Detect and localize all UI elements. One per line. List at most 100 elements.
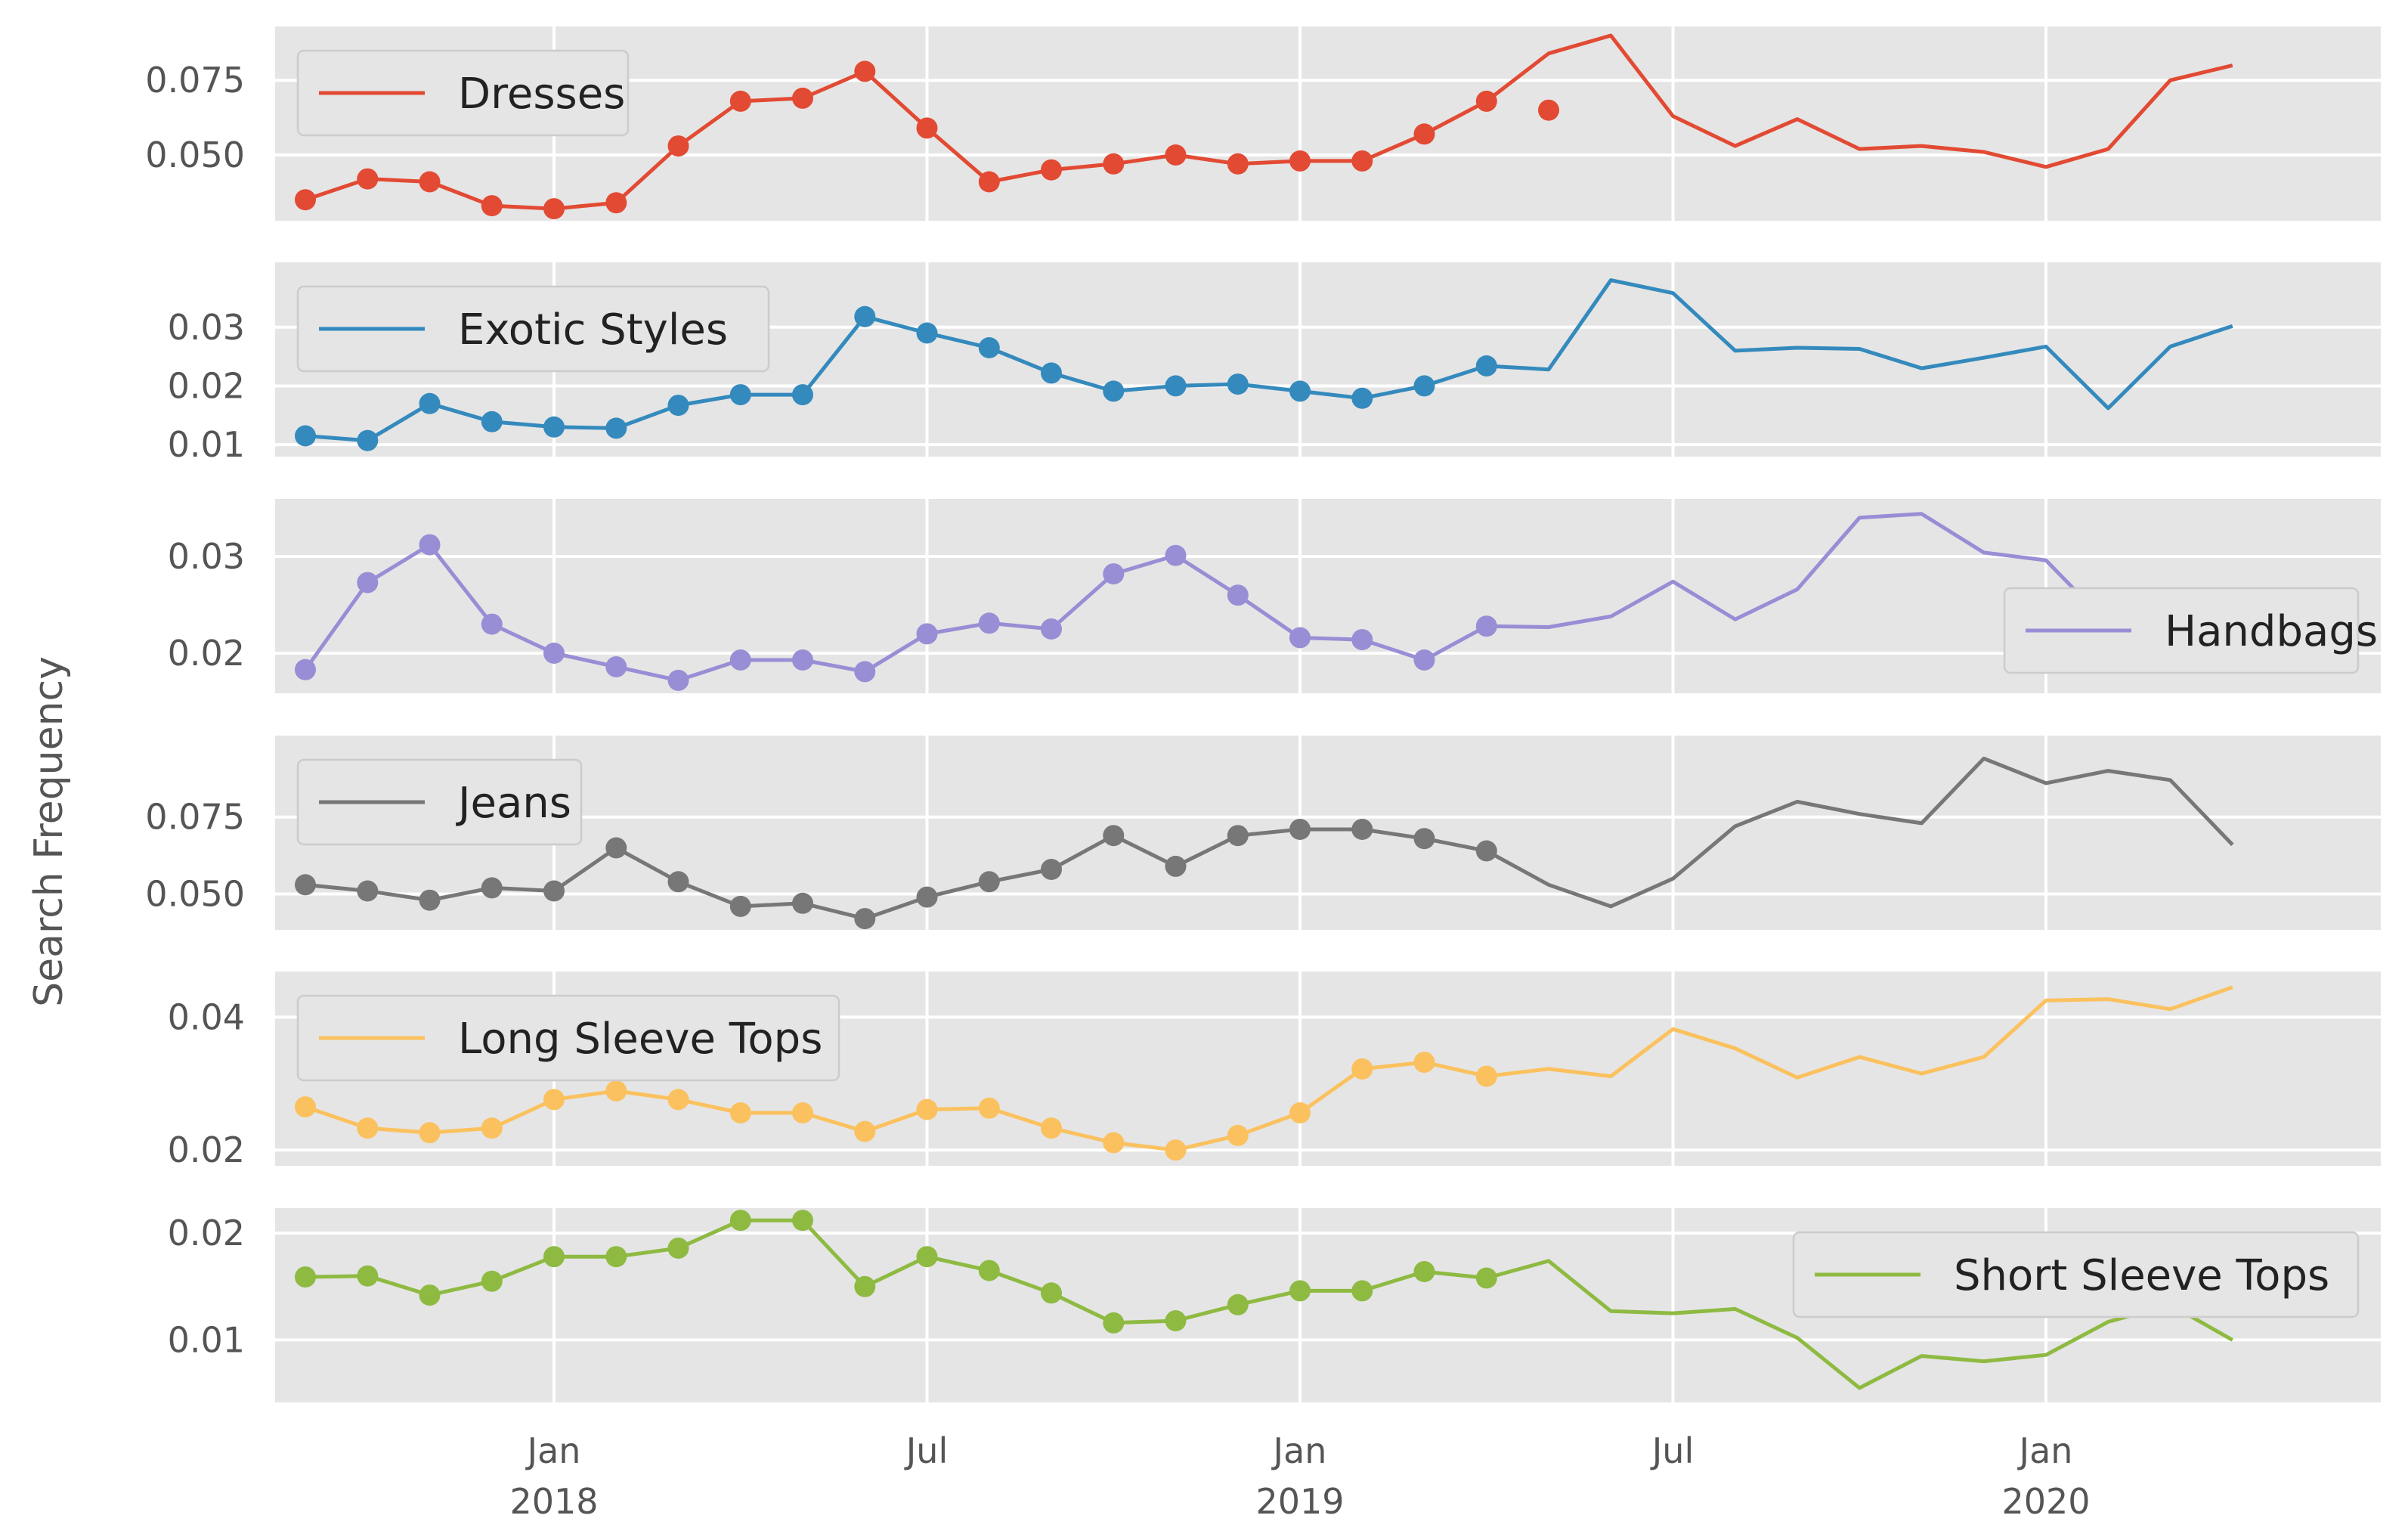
data-point [854,661,876,683]
x-tick-label: Jan [1271,1430,1327,1471]
data-point [1289,1280,1311,1302]
data-point [605,417,627,439]
y-tick-label: 0.02 [168,1129,245,1170]
legend-label: Dresses [458,70,625,119]
data-point [1351,387,1373,409]
x-axis: Jan 2018 Jul Jan 2019 Jul Jan 2020 [509,1430,2090,1522]
data-point [978,171,1000,193]
data-point [729,90,751,112]
data-point [916,1246,938,1268]
series-line-jeans [305,756,2234,921]
data-point [481,411,503,432]
data-point [854,1275,876,1297]
data-point [1475,90,1497,112]
data-point [1103,563,1125,585]
y-tick-label: 0.03 [168,307,245,348]
data-point [792,1210,813,1232]
data-point [605,837,627,859]
data-point [1165,1310,1187,1331]
data-point [1103,825,1125,847]
data-point [295,874,316,896]
data-point [295,1096,316,1118]
markers-handbags [295,534,1497,691]
data-point [667,135,689,157]
data-point [295,425,316,447]
data-point [1289,1102,1311,1123]
legend-label: Exotic Styles [458,305,728,355]
markers-long-sleeve-tops [295,1052,1497,1161]
data-point [481,1270,503,1292]
data-point [357,572,379,593]
data-point [481,1117,503,1139]
y-tick-label: 0.02 [168,633,245,674]
y-tick-label: 0.075 [145,797,245,838]
data-point [1227,153,1249,175]
data-point [792,384,813,406]
markers-short-sleeve-tops [295,1210,1497,1334]
data-point [854,1120,876,1142]
data-point [792,892,813,914]
data-point [543,1089,565,1111]
data-point [1041,1282,1062,1304]
markers-jeans [295,819,1497,930]
data-point [419,889,441,911]
data-point [667,1089,689,1111]
data-point [1165,544,1187,566]
legend-box [296,994,840,1082]
data-point [1041,362,1062,384]
data-point [1289,380,1311,402]
data-point [1041,859,1062,880]
data-point [1351,1058,1373,1080]
data-point [1475,840,1497,862]
data-point [357,168,379,190]
data-point [1041,1117,1062,1139]
data-point [667,395,689,417]
legend-box [296,285,770,373]
data-point [854,60,876,82]
data-point [1351,629,1373,651]
panel-long-sleeve-tops: 0.02 0.04 Long Sleeve Tops [168,971,2381,1170]
data-point [792,649,813,671]
legend-handbags: Handbags [2003,587,2378,674]
data-point [1289,150,1311,172]
legend-short-sleeve-tops: Short Sleeve Tops [1792,1231,2360,1318]
data-point [792,87,813,109]
x-tick-year-label: 2020 [2001,1481,2090,1522]
data-point [916,322,938,344]
data-point [357,880,379,902]
series-line-handbags [303,512,2233,683]
data-point [667,669,689,691]
data-point [854,908,876,930]
legend-jeans: Jeans [296,758,583,846]
data-point [419,1284,441,1306]
data-point [1413,649,1435,671]
data-point [419,1122,441,1144]
data-point [1351,1280,1373,1302]
data-point [667,871,689,893]
legend-box [2003,587,2360,674]
data-point [729,1210,751,1232]
data-point [1227,373,1249,395]
data-point [1165,144,1187,166]
data-point [1227,1124,1249,1146]
y-axis-label: Search Frequency [26,656,72,1007]
panel-background [275,736,2381,930]
y-tick-label: 0.050 [145,135,245,175]
data-point [1103,1132,1125,1154]
x-tick-year-label: 2018 [509,1481,598,1522]
data-point [295,189,316,211]
legend-label: Jeans [456,779,571,828]
data-point [1538,99,1559,121]
data-point [729,384,751,406]
legend-dresses: Dresses [296,49,630,137]
y-tick-label: 0.02 [168,1213,245,1253]
data-point [1289,627,1311,649]
data-point [419,392,441,414]
data-point [1413,1052,1435,1074]
data-point [1227,825,1249,847]
data-point [543,198,565,220]
data-point [543,880,565,902]
data-point [667,1238,689,1259]
data-point [481,195,503,217]
